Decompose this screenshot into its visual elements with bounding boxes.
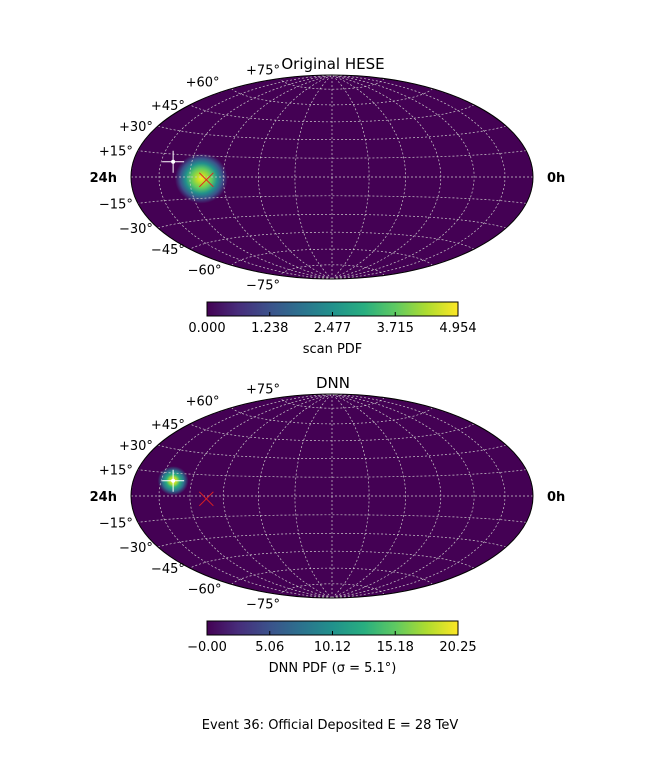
parallel-line [279,397,385,409]
colorbar-tick-label: 0.000 [188,321,225,336]
dec-tick-label: +60° [186,76,220,91]
dec-labels: +75° +60°+45° +30° +15° −15° −30° −45°−60° −75° [99,63,280,293]
pdf-hotspot [174,153,228,204]
colorbar-tick-label: 20.25 [439,640,476,655]
reco-direction-marker [198,491,214,507]
colorbar-tick-label: 2.477 [314,321,351,336]
skymap-panel-dnn: DNN 24h 0h +75° +60°+45° +30° +15° −15° −30° −… [90,374,566,676]
parallel-line [189,104,475,123]
map-outline [130,393,534,599]
map-outline [130,74,534,280]
parallel-line [137,195,527,204]
dec-tick-label: −30° [119,222,153,237]
parallel-line [279,264,385,276]
skymap-panel-original-hese: Original HESE 24h 0h +75° +60°+45° +30° +15… [90,55,566,357]
dec-tick-label: −75° [246,279,280,294]
dec-tick-label: +75° [246,63,280,78]
true-direction-dot [171,478,176,483]
parallel-line [189,231,475,250]
reco-direction-marker [198,172,214,188]
ra-label-right: 0h [547,171,565,186]
ra-label-right: 0h [547,490,565,505]
colorbar-tick-label: 4.954 [439,321,476,336]
parallel-line [231,567,433,585]
parallel-line [157,444,507,460]
meridian-line [258,394,333,598]
colorbar-tick-label: 15.18 [377,640,414,655]
dec-tick-label: +75° [246,382,280,397]
dec-tick-label: +45° [151,418,185,433]
parallel-line [137,150,527,159]
skymap [130,393,534,599]
meridian-line [258,75,333,279]
parallel-line [137,469,527,478]
dec-tick-label: +30° [119,120,153,135]
dec-tick-label: +60° [186,395,220,410]
parallel-line [231,248,433,266]
colorbar-tick-label: 10.12 [314,640,351,655]
parallel-line [279,78,385,90]
colorbar: 0.000 1.238 2.477 3.715 4.954 scan PDF [188,301,477,357]
dec-tick-label: +45° [151,99,185,114]
parallel-line [231,407,433,425]
figure-caption: Event 36: Official Deposited E = 28 TeV [202,718,459,733]
dec-tick-label: +15° [99,464,133,479]
meridian-line [158,75,333,279]
meridian-line [331,75,406,279]
parallel-line [189,550,475,569]
skymap [130,74,534,280]
parallel-line [279,583,385,595]
dec-tick-label: −60° [188,582,222,597]
ra-label-left: 24h [90,490,117,505]
parallel-line [157,125,507,141]
colorbar-tick-label: 3.715 [377,321,414,336]
dec-tick-label: −45° [151,243,185,258]
colorbar-tick-label: 5.06 [255,640,284,655]
parallel-line [189,423,475,442]
parallel-line [157,213,507,229]
dec-tick-label: +15° [99,145,133,160]
colorbar-tick-label: 1.238 [251,321,288,336]
meridian-line [158,394,333,598]
dec-tick-label: −60° [188,263,222,278]
true-direction-dot [171,159,176,164]
colorbar-tick-label: −0.00 [187,640,227,655]
parallel-line [137,514,527,523]
dec-tick-label: −45° [151,562,185,577]
colorbar-label: DNN PDF (σ = 5.1°) [269,661,397,676]
colorbar: −0.00 5.06 10.12 15.18 20.25 DNN PDF (σ = 5.1… [187,620,477,676]
colorbar-label: scan PDF [303,342,363,357]
dec-tick-label: −15° [99,516,133,531]
panel-title: DNN [316,374,350,392]
parallel-line [157,532,507,548]
meridian-line [331,394,406,598]
parallel-line [231,88,433,106]
dec-labels: +75° +60°+45° +30° +15° −15° −30° −45°−60° −75° [99,382,280,612]
dec-tick-label: +30° [119,439,153,454]
dec-tick-label: −15° [99,197,133,212]
ra-label-left: 24h [90,171,117,186]
dec-tick-label: −75° [246,598,280,613]
dec-tick-label: −30° [119,541,153,556]
panel-title: Original HESE [281,55,384,73]
